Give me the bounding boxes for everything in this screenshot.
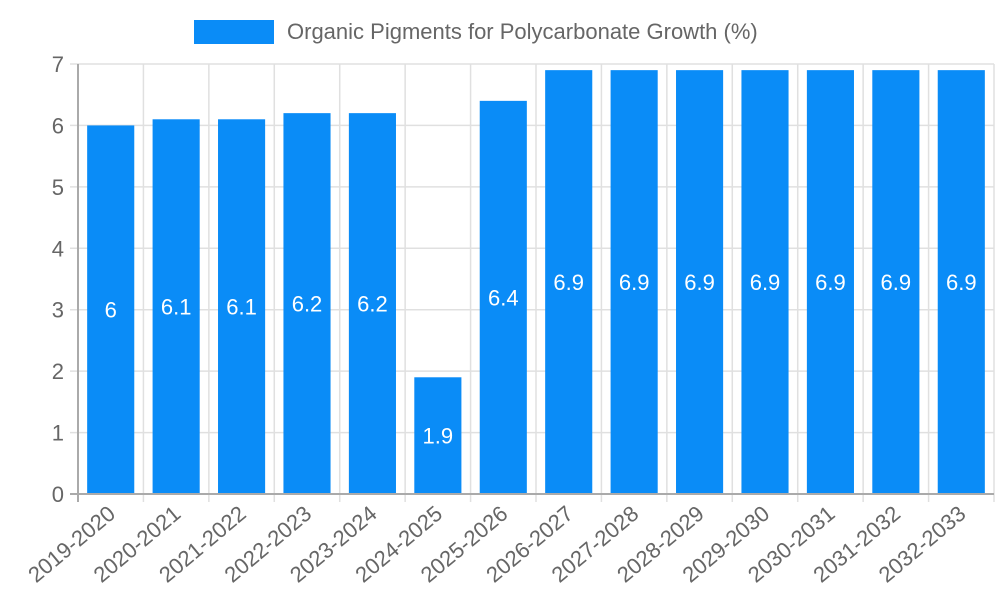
y-tick-label: 6 — [52, 113, 64, 138]
bar-value-label: 6.9 — [553, 270, 584, 295]
bar-value-label: 6.2 — [292, 292, 323, 317]
bar-value-label: 6.2 — [357, 292, 388, 317]
bar[interactable] — [676, 70, 724, 495]
legend-swatch — [194, 20, 274, 44]
bar[interactable] — [218, 119, 266, 495]
bar[interactable] — [872, 70, 920, 495]
y-tick-label: 0 — [52, 482, 64, 507]
bar-value-label: 6.1 — [161, 295, 192, 320]
legend-label: Organic Pigments for Polycarbonate Growt… — [287, 19, 758, 44]
bar-value-label: 6.9 — [881, 270, 912, 295]
bar[interactable] — [152, 119, 200, 495]
bar[interactable] — [937, 70, 985, 495]
bar[interactable] — [741, 70, 789, 495]
bar-value-label: 6.9 — [619, 270, 650, 295]
bar[interactable] — [414, 377, 462, 494]
bar-value-label: 6.9 — [815, 270, 846, 295]
bar[interactable] — [348, 113, 396, 495]
bar-value-label: 1.9 — [423, 424, 454, 449]
bar-value-label: 6 — [105, 298, 117, 323]
y-tick-label: 5 — [52, 175, 64, 200]
y-tick-label: 7 — [52, 52, 64, 77]
bar[interactable] — [610, 70, 658, 495]
bar[interactable] — [545, 70, 593, 495]
bar-value-label: 6.1 — [226, 295, 257, 320]
bar[interactable] — [806, 70, 854, 495]
y-tick-label: 4 — [52, 236, 64, 261]
bar[interactable] — [283, 113, 331, 495]
y-tick-label: 2 — [52, 359, 64, 384]
chart-legend[interactable]: Organic Pigments for Polycarbonate Growt… — [194, 18, 758, 46]
bar-value-label: 6.9 — [750, 270, 781, 295]
bar[interactable] — [479, 100, 527, 494]
bar[interactable] — [87, 125, 135, 494]
bar-value-label: 6.9 — [946, 270, 977, 295]
bar-value-label: 6.4 — [488, 285, 519, 310]
bar-value-label: 6.9 — [684, 270, 715, 295]
y-tick-label: 3 — [52, 298, 64, 323]
y-tick-label: 1 — [52, 421, 64, 446]
